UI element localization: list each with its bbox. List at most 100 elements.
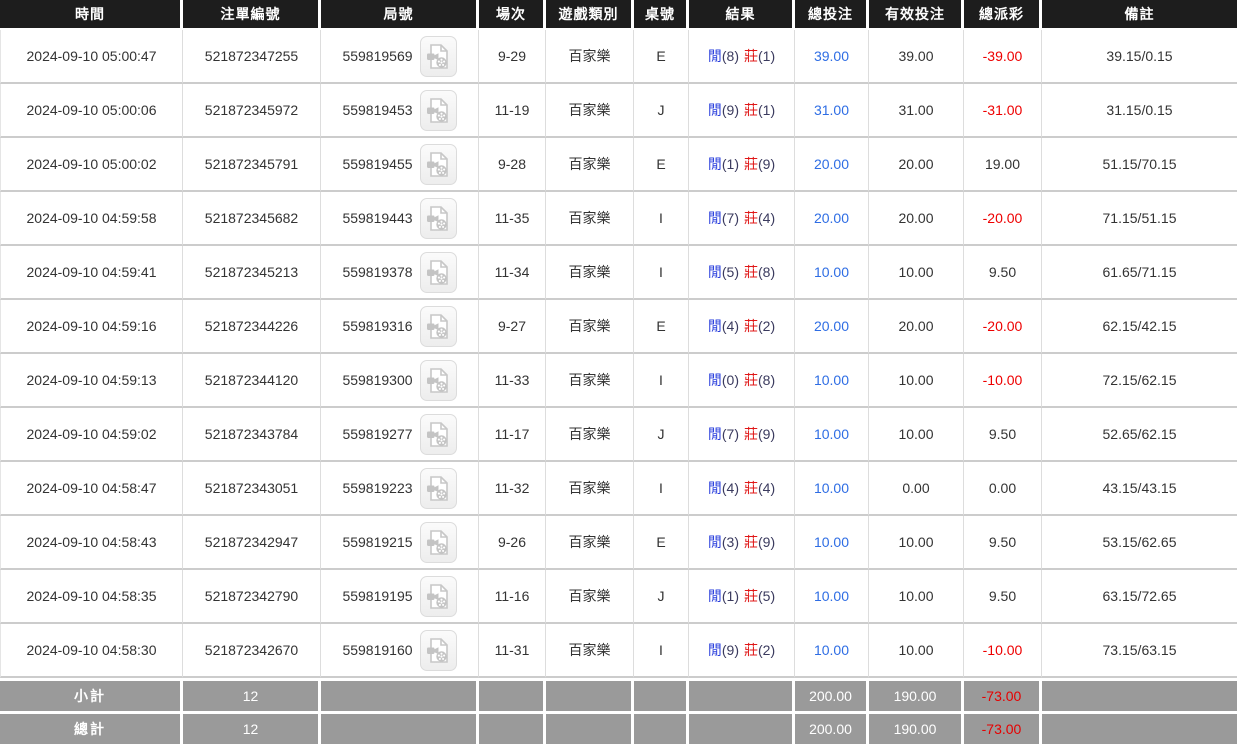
video-replay-button[interactable] [419, 305, 457, 347]
game-type-value: 百家樂 [568, 264, 611, 280]
valid-bet-cell: 10.00 [869, 354, 964, 408]
game-type-cell: 百家樂 [546, 30, 634, 84]
player-result-score: (7) [721, 426, 739, 442]
banker-result-score: (9) [758, 156, 776, 172]
video-replay-button[interactable] [419, 575, 457, 617]
game-type-value: 百家樂 [568, 372, 611, 388]
result-cell: 閒(9) 莊(1) [689, 84, 795, 138]
valid-bet-value: 20.00 [898, 210, 934, 226]
video-replay-icon [427, 529, 448, 555]
video-replay-button[interactable] [419, 143, 457, 185]
remark-value: 52.65/62.15 [1102, 426, 1177, 442]
total-bet-cell: 10.00 [795, 246, 869, 300]
game-type-cell: 百家樂 [546, 462, 634, 516]
session-cell: 11-33 [479, 354, 546, 408]
valid-bet-value: 10.00 [898, 588, 934, 604]
bet-number-value: 521872345972 [204, 102, 299, 118]
table-number-value: I [659, 264, 663, 280]
time-cell: 2024-09-10 05:00:47 [0, 30, 183, 84]
player-result-label: 閒 [707, 102, 722, 118]
payout-value: 19.00 [984, 156, 1021, 172]
total-bet-link[interactable]: 10.00 [813, 264, 850, 280]
banker-result-label: 莊 [744, 534, 758, 550]
total-bet-link[interactable]: 10.00 [813, 534, 850, 550]
total-bet-link[interactable]: 10.00 [813, 588, 850, 604]
player-result-label: 閒 [707, 588, 722, 604]
round-number-value: 559819316 [342, 318, 413, 334]
total-bet-link[interactable]: 20.00 [813, 318, 850, 334]
video-replay-button[interactable] [419, 35, 457, 77]
payout-value: -10.00 [982, 642, 1023, 658]
table-number-cell: E [634, 30, 689, 84]
round-number-value: 559819160 [342, 642, 413, 658]
video-replay-button[interactable] [419, 197, 457, 239]
result-cell: 閒(7) 莊(4) [689, 192, 795, 246]
session-cell: 11-35 [479, 192, 546, 246]
result-cell: 閒(4) 莊(2) [689, 300, 795, 354]
subtotal-row: 小計 12 200.00 190.00 -73.00 [0, 678, 1237, 711]
banker-result-label: 莊 [744, 102, 758, 118]
grand-total-label: 總計 [0, 711, 183, 744]
player-result-label: 閒 [707, 426, 722, 442]
round-number-value: 559819443 [342, 210, 413, 226]
table-number-cell: I [634, 624, 689, 678]
round-cell: 559819316 [321, 300, 479, 354]
video-replay-icon [427, 97, 448, 123]
subtotal-payout: -73.00 [964, 678, 1042, 711]
round-cell: 559819160 [321, 624, 479, 678]
grand-total-payout: -73.00 [964, 711, 1042, 744]
total-bet-link[interactable]: 31.00 [813, 102, 850, 118]
total-bet-link[interactable]: 10.00 [813, 642, 850, 658]
subtotal-empty-game [546, 678, 634, 711]
video-replay-button[interactable] [419, 359, 457, 401]
video-replay-icon [427, 583, 448, 609]
table-row: 2024-09-10 04:58:47 521872343051 5598192… [0, 462, 1237, 516]
bet-number-cell: 521872345213 [183, 246, 321, 300]
player-result-label: 閒 [707, 318, 722, 334]
time-value: 2024-09-10 04:58:35 [26, 588, 157, 604]
total-bet-link[interactable]: 10.00 [813, 372, 850, 388]
result-cell: 閒(9) 莊(2) [689, 624, 795, 678]
video-replay-icon [427, 205, 448, 231]
round-cell: 559819569 [321, 30, 479, 84]
total-bet-cell: 20.00 [795, 300, 869, 354]
video-replay-button[interactable] [419, 467, 457, 509]
payout-cell: 0.00 [964, 462, 1042, 516]
grand-total-row: 總計 12 200.00 190.00 -73.00 [0, 711, 1237, 744]
session-value: 11-17 [494, 426, 530, 442]
video-replay-button[interactable] [419, 413, 457, 455]
bet-number-value: 521872345213 [204, 264, 299, 280]
result-cell: 閒(8) 莊(1) [689, 30, 795, 84]
banker-result-label: 莊 [744, 588, 758, 604]
total-bet-link[interactable]: 20.00 [813, 210, 850, 226]
video-replay-button[interactable] [419, 629, 457, 671]
game-type-cell: 百家樂 [546, 246, 634, 300]
valid-bet-value: 31.00 [898, 102, 934, 118]
payout-value: -31.00 [982, 102, 1023, 118]
video-replay-button[interactable] [419, 251, 457, 293]
video-replay-button[interactable] [419, 89, 457, 131]
session-cell: 11-16 [479, 570, 546, 624]
table-body: 2024-09-10 05:00:47 521872347255 5598195… [0, 30, 1237, 678]
time-cell: 2024-09-10 04:59:02 [0, 408, 183, 462]
session-cell: 9-29 [479, 30, 546, 84]
video-replay-icon [427, 313, 448, 339]
bet-number-cell: 521872343051 [183, 462, 321, 516]
grand-total-empty-remark [1042, 711, 1237, 744]
time-value: 2024-09-10 05:00:02 [26, 156, 157, 172]
total-bet-link[interactable]: 39.00 [813, 48, 850, 64]
video-replay-button[interactable] [419, 521, 457, 563]
grand-total-empty-result [689, 711, 795, 744]
table-number-value: E [656, 534, 666, 550]
player-result-score: (8) [721, 48, 739, 64]
bet-number-cell: 521872347255 [183, 30, 321, 84]
total-bet-link[interactable]: 20.00 [813, 156, 850, 172]
total-bet-link[interactable]: 10.00 [813, 480, 850, 496]
player-result-score: (9) [721, 102, 739, 118]
time-value: 2024-09-10 04:59:58 [26, 210, 157, 226]
valid-bet-value: 10.00 [898, 372, 934, 388]
player-result-label: 閒 [707, 480, 722, 496]
remark-value: 53.15/62.65 [1102, 534, 1177, 550]
total-bet-link[interactable]: 10.00 [813, 426, 850, 442]
